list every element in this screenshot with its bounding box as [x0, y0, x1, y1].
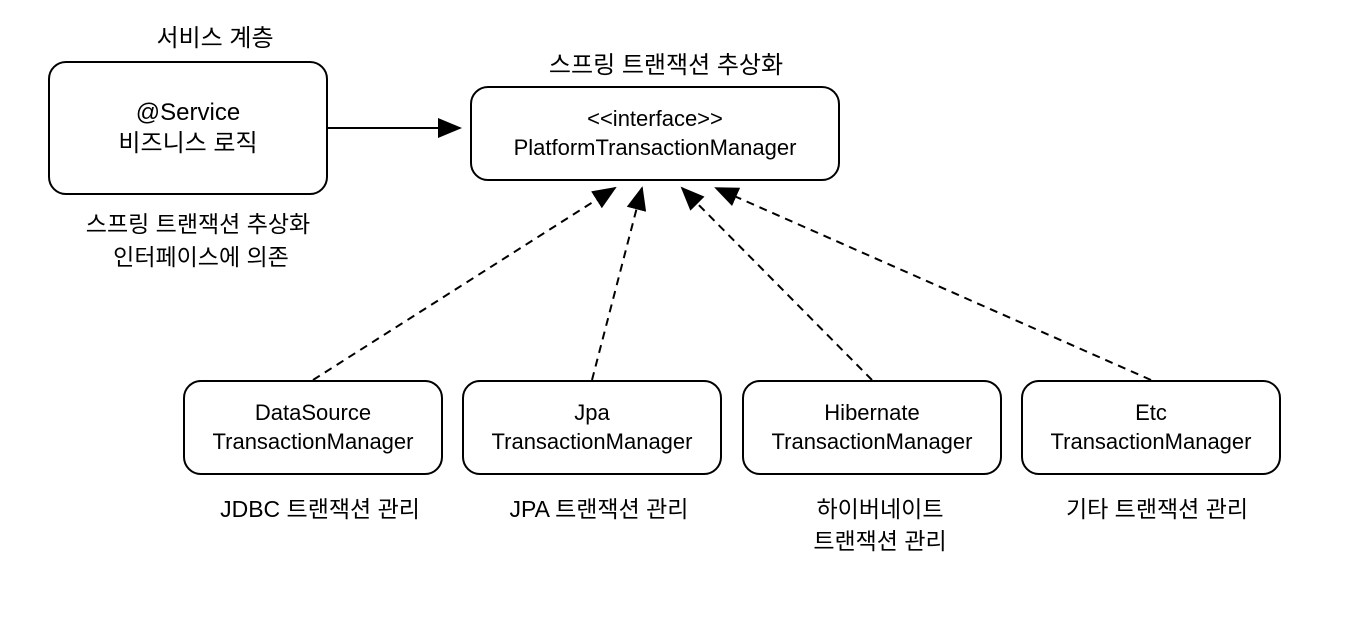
interface-title-label: 스프링 트랜잭션 추상화	[516, 45, 816, 80]
hibernate-label2: 트랜잭션 관리	[790, 522, 970, 556]
hibernate-node: Hibernate TransactionManager	[742, 380, 1002, 475]
edge-3	[682, 188, 872, 380]
edge-1	[313, 188, 615, 380]
interface-node: <<interface>> PlatformTransactionManager	[470, 86, 840, 181]
etc-line1: Etc	[1135, 399, 1167, 428]
hibernate-label1: 하이버네이트	[790, 490, 970, 524]
edge-2	[592, 188, 642, 380]
etc-label: 기타 트랜잭션 관리	[1042, 490, 1272, 524]
jpa-line2: TransactionManager	[492, 428, 693, 457]
jpa-line1: Jpa	[574, 399, 609, 428]
jpa-label: JPA 트랜잭션 관리	[484, 490, 714, 524]
datasource-node: DataSource TransactionManager	[183, 380, 443, 475]
etc-line2: TransactionManager	[1051, 428, 1252, 457]
hibernate-line2: TransactionManager	[772, 428, 973, 457]
edge-4	[716, 188, 1151, 380]
service-line1: @Service	[136, 97, 240, 128]
jpa-node: Jpa TransactionManager	[462, 380, 722, 475]
hibernate-line1: Hibernate	[824, 399, 919, 428]
etc-node: Etc TransactionManager	[1021, 380, 1281, 475]
datasource-line2: TransactionManager	[213, 428, 414, 457]
service-title-label: 서비스 계층	[125, 18, 305, 53]
interface-line1: <<interface>>	[587, 105, 723, 134]
diagram-container: @Service 비즈니스 로직 <<interface>> PlatformT…	[0, 0, 1360, 632]
service-subtitle1-label: 스프링 트랜잭션 추상화	[48, 205, 348, 239]
service-line2: 비즈니스 로직	[118, 128, 257, 159]
datasource-label: JDBC 트랜잭션 관리	[205, 490, 435, 524]
datasource-line1: DataSource	[255, 399, 371, 428]
service-subtitle2-label: 인터페이스에 의존	[86, 238, 316, 272]
service-node: @Service 비즈니스 로직	[48, 61, 328, 195]
interface-line2: PlatformTransactionManager	[514, 134, 797, 163]
